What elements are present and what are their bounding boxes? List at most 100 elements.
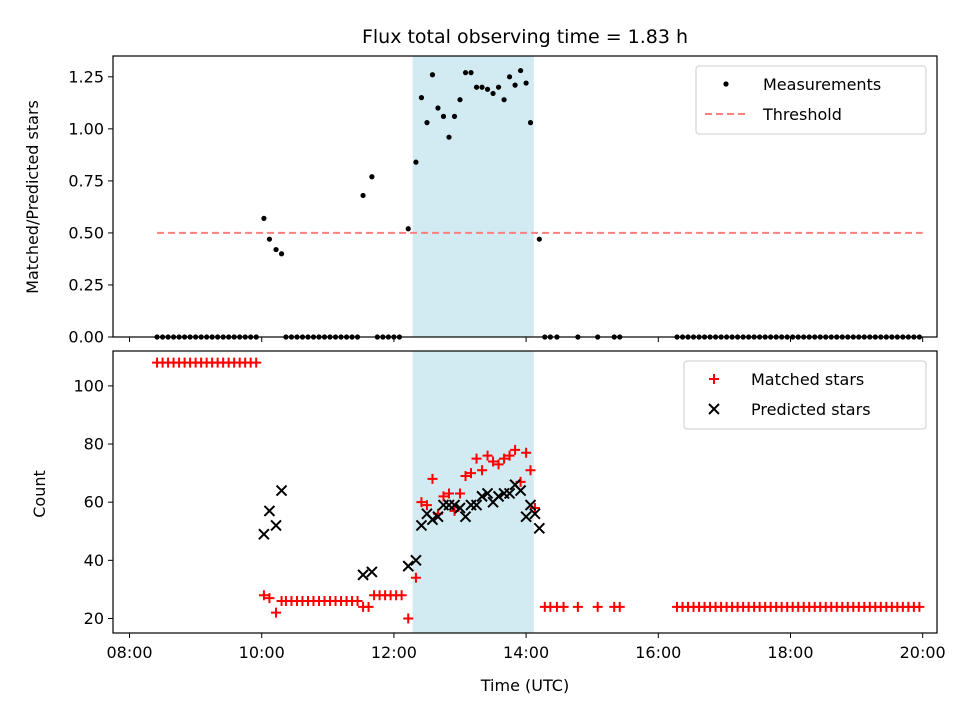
y-tick-label: 0.50 xyxy=(68,223,104,242)
data-point xyxy=(492,490,505,503)
data-point xyxy=(266,236,273,242)
legend-marker xyxy=(723,81,729,87)
data-point xyxy=(424,120,430,126)
y-tick-label: 40 xyxy=(84,551,104,570)
data-point xyxy=(440,113,447,119)
data-point xyxy=(270,519,282,532)
legend-label: Measurements xyxy=(763,75,881,94)
data-point xyxy=(258,528,270,540)
data-point xyxy=(426,513,439,526)
data-point xyxy=(468,70,474,76)
data-point xyxy=(457,97,463,103)
data-point xyxy=(914,601,925,612)
data-point xyxy=(592,601,603,612)
plot-frame xyxy=(112,350,938,634)
data-point xyxy=(438,491,449,502)
data-point xyxy=(523,80,529,86)
top-panel: 0.00 0.25 0.50 0.75 1.00 1.25 Measurements Thre… xyxy=(68,55,938,347)
data-point xyxy=(482,450,493,461)
data-point xyxy=(435,105,441,111)
data-point xyxy=(484,86,491,92)
legend-box xyxy=(683,360,927,430)
data-point xyxy=(503,487,516,500)
legend: Matched stars Predicted stars xyxy=(683,360,927,430)
x-axis-label: Time (UTC) xyxy=(480,676,569,695)
data-point xyxy=(501,97,507,103)
data-point xyxy=(493,459,504,470)
data-point xyxy=(558,601,569,612)
data-point xyxy=(520,511,532,523)
data-point xyxy=(454,502,466,514)
data-point xyxy=(448,499,461,511)
legend-label: Matched stars xyxy=(751,370,864,389)
data-point xyxy=(427,473,438,484)
x-tick-label: 08:00 xyxy=(106,643,152,662)
y-tick-label: 1.25 xyxy=(68,67,104,86)
bottom-panel: 20 40 60 80 100 08:00 10:00 12:00 14:00 16:00 18:0… xyxy=(73,350,946,662)
data-point xyxy=(363,601,374,612)
data-point xyxy=(357,569,369,581)
data-point xyxy=(529,502,540,513)
chart-title: Flux total observing time = 1.83 h xyxy=(362,26,688,48)
x-tick-label: 20:00 xyxy=(900,643,946,662)
data-point xyxy=(488,456,499,467)
data-point xyxy=(527,120,534,126)
data-point xyxy=(261,215,267,221)
data-point xyxy=(460,471,471,482)
data-point xyxy=(405,226,411,232)
data-point xyxy=(499,453,510,464)
data-point xyxy=(476,490,488,503)
data-point xyxy=(504,450,515,461)
plot-frame xyxy=(112,55,938,338)
data-point xyxy=(402,560,414,572)
highlight-span xyxy=(412,351,534,633)
data-point xyxy=(410,572,421,583)
data-point xyxy=(473,84,480,90)
data-point xyxy=(466,468,477,479)
data-point xyxy=(479,84,485,90)
data-point xyxy=(446,134,452,140)
data-point xyxy=(369,174,375,180)
data-point xyxy=(517,67,524,74)
x-tick-label: 10:00 xyxy=(239,643,285,662)
bottom-y-axis-label: Count xyxy=(30,470,49,518)
data-point xyxy=(536,236,542,242)
data-point xyxy=(471,453,482,464)
data-point xyxy=(275,484,288,497)
data-point xyxy=(495,84,502,90)
y-tick-label: 100 xyxy=(73,376,104,395)
data-point xyxy=(432,511,444,523)
data-point xyxy=(481,487,494,500)
data-point xyxy=(443,488,454,499)
y-tick-label: 20 xyxy=(84,609,104,628)
data-point xyxy=(514,484,527,497)
series-predicted-stars xyxy=(258,479,546,581)
data-point xyxy=(533,522,546,535)
data-point xyxy=(271,607,282,618)
data-point xyxy=(352,596,363,607)
y-tick-label: 80 xyxy=(84,435,104,454)
data-point xyxy=(524,499,537,511)
data-point xyxy=(490,90,496,97)
data-point xyxy=(403,613,414,624)
x-tick-label: 14:00 xyxy=(503,643,549,662)
data-point xyxy=(512,82,518,88)
legend-label: Threshold xyxy=(762,105,842,124)
y-tick-label: 0.25 xyxy=(68,275,104,294)
legend: Measurements Threshold xyxy=(695,65,927,135)
data-point xyxy=(459,511,472,523)
legend-label: Predicted stars xyxy=(751,400,871,419)
data-point xyxy=(264,593,275,604)
data-point xyxy=(413,159,419,165)
data-point xyxy=(572,601,583,612)
data-point xyxy=(477,465,488,476)
data-point xyxy=(366,566,378,578)
data-point xyxy=(273,246,279,253)
y-tick-label: 60 xyxy=(84,493,104,512)
data-point xyxy=(360,192,366,199)
data-point xyxy=(470,499,483,511)
data-point xyxy=(258,590,269,601)
data-point xyxy=(421,500,432,511)
legend-box xyxy=(695,65,927,135)
